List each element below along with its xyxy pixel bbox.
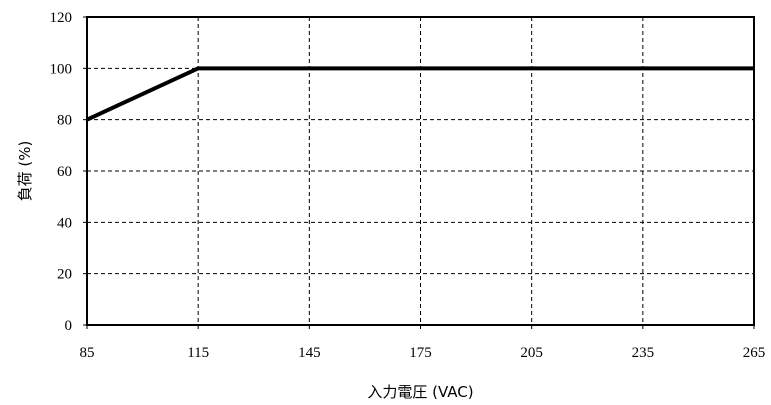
x-tick-label: 175 (409, 345, 432, 361)
y-axis: 0 20 40 60 80 100 120 (50, 10, 87, 334)
x-tick-label: 115 (187, 345, 209, 361)
grid-lines (87, 17, 754, 325)
x-axis-title: 入力電圧 (VAC) (367, 383, 473, 401)
x-tick-label: 265 (743, 345, 766, 361)
x-tick-label: 205 (520, 345, 543, 361)
x-axis: 85 115 145 175 205 235 265 (80, 325, 766, 361)
x-tick-label: 145 (298, 345, 321, 361)
y-tick-label: 40 (57, 215, 72, 231)
y-axis-title: 負荷 (%) (16, 141, 34, 202)
y-tick-label: 100 (50, 61, 73, 77)
y-tick-label: 120 (50, 10, 73, 26)
load-series-line (86, 66, 754, 122)
y-tick-label: 80 (57, 113, 72, 129)
y-tick-label: 20 (57, 267, 72, 283)
x-tick-label: 235 (632, 345, 655, 361)
x-tick-label: 85 (80, 345, 95, 361)
y-tick-label: 60 (57, 164, 72, 180)
y-tick-label: 0 (65, 318, 73, 334)
